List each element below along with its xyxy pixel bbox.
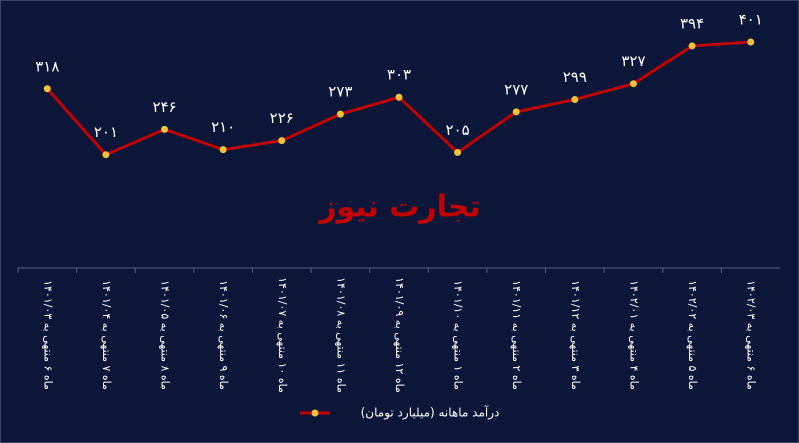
marker	[219, 146, 227, 154]
marker	[688, 42, 696, 50]
marker	[161, 125, 169, 133]
marker	[395, 93, 403, 101]
x-tick-label: ماه ۱۱ منتهی به ۱۴۰۱/۰۸	[334, 277, 347, 393]
marker	[512, 108, 520, 116]
data-label: ۲۹۹	[563, 68, 587, 86]
marker	[43, 85, 51, 93]
marker	[336, 110, 344, 118]
marker	[102, 151, 110, 159]
x-tick-label: ماه ۶ منتهی به ۱۴۰۲/۰۳	[745, 280, 758, 390]
legend-marker	[311, 409, 319, 417]
watermark: تجارت نیوز	[317, 190, 481, 225]
data-label: ۲۷۳	[328, 83, 352, 101]
marker	[571, 95, 579, 103]
x-tick-label: ماه ۸ منتهی به ۱۴۰۱/۰۵	[159, 280, 172, 390]
marker	[278, 137, 286, 145]
data-label: ۲۰۱	[94, 123, 118, 141]
x-tick-label: ماه ۱ منتهی به ۱۴۰۱/۱۰	[452, 280, 465, 390]
marker	[747, 38, 755, 46]
marker	[629, 80, 637, 88]
x-tick-label: ماه ۶ منتهی به ۱۴۰۱/۰۳	[41, 280, 54, 390]
x-tick-label: ماه ۱۲ منتهی به ۱۴۰۱/۰۹	[393, 277, 406, 393]
data-label: ۲۰۵	[446, 121, 470, 139]
x-tick-label: ماه ۷ منتهی به ۱۴۰۱/۰۴	[100, 280, 113, 390]
data-label: ۴۰۱	[739, 10, 763, 28]
x-tick-label: ماه ۵ منتهی به ۱۴۰۲/۰۲	[686, 280, 699, 390]
data-label: ۳۹۴	[680, 14, 704, 32]
data-label: ۳۰۳	[387, 66, 411, 84]
data-label: ۲۷۷	[504, 80, 528, 98]
x-tick-label: ماه ۴ منتهی به ۱۴۰۲/۰۱	[627, 280, 640, 390]
x-tick-label: ماه ۹ منتهی به ۱۴۰۱/۰۶	[217, 280, 230, 390]
marker	[454, 148, 462, 156]
legend-label: درآمد ماهانه (میلیارد تومان)	[361, 405, 500, 421]
x-tick-label: ماه ۲ منتهی به ۱۴۰۱/۱۱	[510, 280, 523, 390]
data-label: ۲۱۰	[211, 118, 235, 136]
data-label: ۲۲۶	[270, 109, 294, 127]
data-label: ۳۲۷	[621, 52, 645, 70]
x-tick-label: ماه ۳ منتهی به ۱۴۰۱/۱۲	[569, 280, 582, 390]
data-label: ۲۴۶	[152, 98, 176, 116]
data-label: ۳۱۸	[35, 57, 59, 75]
x-tick-label: ماه ۱۰ منتهی به ۱۴۰۱/۰۷	[276, 277, 289, 393]
